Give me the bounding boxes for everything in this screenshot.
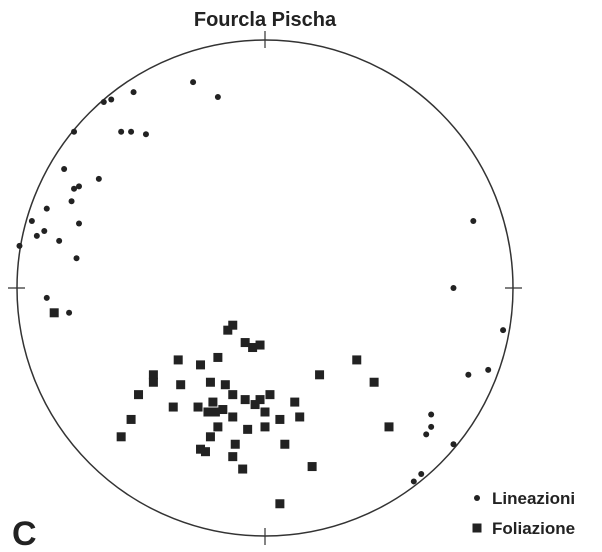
square-marker (265, 390, 275, 400)
dot-marker (190, 79, 197, 86)
square-marker (260, 407, 270, 417)
square-marker (203, 407, 213, 417)
square-marker (213, 352, 223, 362)
square-marker (205, 377, 215, 387)
dot-marker (66, 309, 73, 316)
dot-marker (76, 220, 82, 227)
dot-marker (423, 431, 430, 438)
dot-marker (500, 327, 507, 334)
square-marker (200, 447, 210, 457)
square-marker (248, 343, 258, 353)
dot-marker (33, 232, 40, 239)
legend: Lineazioni Foliazione (472, 489, 575, 538)
square-marker (230, 439, 240, 449)
square-marker (240, 395, 250, 405)
square-marker (173, 355, 183, 365)
square-marker (49, 308, 59, 318)
dot-marker (128, 128, 135, 135)
square-marker (220, 380, 230, 390)
dot-marker (41, 227, 48, 234)
square-marker (148, 377, 158, 387)
dot-marker (142, 131, 149, 138)
square-marker (369, 377, 379, 387)
square-marker (240, 338, 250, 348)
square-marker (228, 390, 238, 400)
dot-marker (43, 205, 50, 212)
square-marker (255, 340, 265, 350)
dot-marker (410, 478, 417, 485)
dot-marker (16, 242, 23, 249)
square-marker (210, 407, 220, 417)
dot-marker (61, 165, 68, 172)
stereonet-circle (16, 39, 514, 537)
square-marker (205, 432, 215, 442)
square-marker (275, 499, 285, 509)
dot-marker (76, 183, 82, 190)
square-marker (243, 424, 253, 434)
dot-marker (465, 371, 472, 378)
dot-marker (71, 185, 78, 192)
dot-marker (73, 255, 80, 262)
dot-marker (56, 237, 63, 244)
dot-marker (118, 128, 125, 135)
dot-marker (470, 218, 477, 225)
dot-marker (71, 128, 78, 135)
dot-marker (28, 218, 35, 225)
square-marker (168, 402, 178, 412)
square-marker (148, 370, 158, 380)
dot-marker (95, 175, 102, 182)
dot-marker (43, 294, 50, 301)
dot-marker (418, 471, 425, 477)
square-marker (196, 444, 206, 454)
dot-marker (450, 441, 457, 448)
square-marker (228, 452, 238, 462)
square-marker (208, 397, 218, 407)
dot-marker (428, 411, 435, 418)
square-marker (218, 405, 228, 415)
square-marker (228, 412, 238, 422)
dot-marker (68, 198, 75, 205)
square-marker (238, 464, 248, 474)
dot-marker (108, 96, 115, 103)
dot-marker (428, 423, 435, 430)
legend-label: Foliazione (492, 519, 575, 538)
dot-marker (214, 94, 221, 101)
dot-marker (485, 366, 492, 373)
square-marker (290, 397, 300, 407)
square-marker (193, 402, 203, 412)
square-marker (384, 422, 394, 432)
square-marker (255, 395, 265, 405)
dot-marker (100, 99, 107, 105)
square-marker (116, 432, 126, 442)
panel-label: C (12, 515, 37, 552)
square-marker (352, 355, 362, 365)
chart-title: Fourcla Pischa (194, 9, 337, 31)
square-marker (213, 422, 223, 432)
legend-label: Lineazioni (492, 489, 575, 508)
dot-marker (474, 495, 480, 501)
square-marker (472, 523, 482, 533)
square-marker (250, 400, 260, 410)
square-marker (307, 462, 317, 472)
dot-marker (450, 285, 457, 291)
square-marker (260, 422, 270, 432)
square-marker (228, 320, 238, 330)
dot-marker (130, 89, 137, 96)
square-marker (126, 414, 136, 424)
square-marker (275, 414, 285, 424)
square-marker (295, 412, 305, 422)
square-marker (134, 390, 144, 400)
square-marker (176, 380, 186, 390)
square-marker (223, 325, 233, 335)
square-marker (315, 370, 325, 380)
square-marker (280, 439, 290, 449)
square-marker (196, 360, 206, 370)
